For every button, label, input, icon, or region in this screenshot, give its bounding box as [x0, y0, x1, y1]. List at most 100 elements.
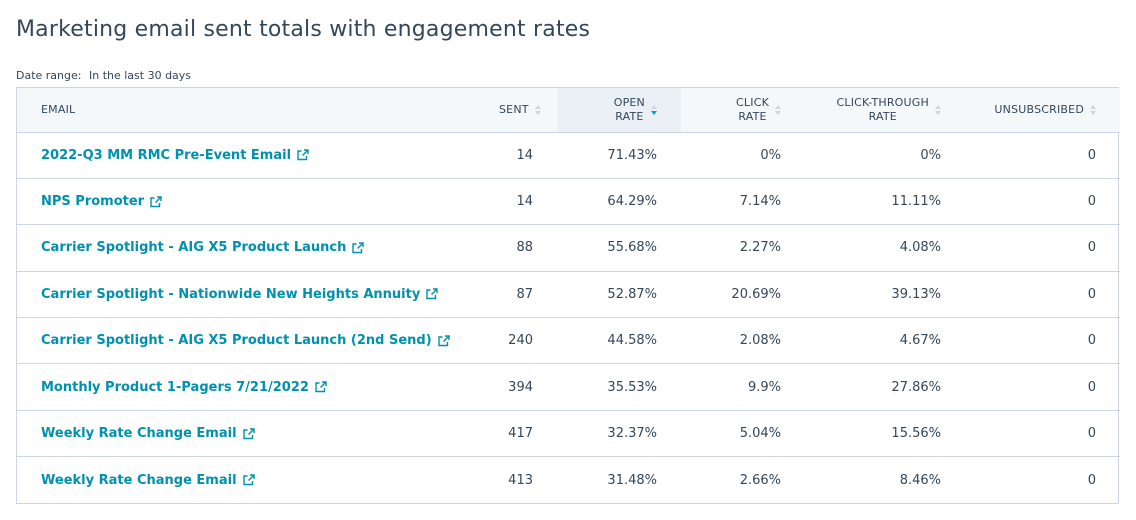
column-header-sent[interactable]: SENT — [475, 88, 557, 133]
email-table: EMAIL SENT OPEN RATE — [16, 87, 1120, 505]
cell-email: NPS Promoter — [17, 178, 475, 224]
email-link[interactable]: Weekly Rate Change Email — [41, 473, 255, 488]
column-header-click-rate-label-2: RATE — [738, 109, 767, 123]
email-name: Carrier Spotlight - AIG X5 Product Launc… — [41, 333, 432, 349]
external-link-icon[interactable] — [426, 288, 439, 300]
cell-sent: 88 — [516, 240, 533, 256]
cell-open-rate: 71.43% — [607, 147, 657, 163]
table-row: Weekly Rate Change Email 417 32.37% 5.04% 15… — [17, 410, 1120, 457]
column-header-click-rate[interactable]: CLICK RATE — [681, 88, 805, 133]
cell-open-rate: 64.29% — [607, 194, 657, 210]
cell-click-through-rate: 11.11% — [891, 194, 941, 210]
email-link[interactable]: NPS Promoter — [41, 194, 162, 209]
cell-email: Carrier Spotlight - AIG X5 Product Launc… — [17, 318, 475, 364]
cell-sent: 417 — [508, 426, 533, 442]
table-row: Weekly Rate Change Email 413 31.48% 2.66% 8.… — [17, 457, 1120, 503]
email-name: NPS Promoter — [41, 194, 145, 210]
cell-click-through-rate: 15.56% — [891, 426, 941, 442]
cell-click-through-rate: 27.86% — [891, 379, 941, 395]
cell-click-rate: 2.08% — [739, 333, 781, 349]
cell-click-rate: 9.9% — [747, 379, 781, 395]
column-header-unsubscribed-label: UNSUBSCRIBED — [994, 102, 1084, 116]
cell-open-rate: 55.68% — [607, 240, 657, 256]
column-header-email: EMAIL — [17, 88, 475, 133]
column-header-sent-label: SENT — [499, 102, 529, 116]
email-name: Monthly Product 1-Pagers 7/21/2022 — [41, 379, 309, 395]
email-name: Weekly Rate Change Email — [41, 472, 237, 488]
cell-click-rate: 2.66% — [739, 472, 781, 488]
external-link-icon[interactable] — [242, 427, 255, 440]
table-row: 2022-Q3 MM RMC Pre-Event Email 14 71.43% 0%… — [17, 132, 1120, 179]
table-row: NPS Promoter 14 64.29% 7.14% 11.11% 0 — [17, 178, 1120, 225]
cell-sent: 240 — [508, 333, 533, 349]
cell-unsubscribed: 0 — [1087, 472, 1096, 488]
column-header-click-through-rate[interactable]: CLICK-THROUGH RATE — [805, 88, 965, 133]
sort-icon[interactable] — [1090, 104, 1096, 115]
column-header-email-label: EMAIL — [41, 102, 76, 116]
email-name: Carrier Spotlight - Nationwide New Heigh… — [41, 286, 421, 302]
external-link-icon[interactable] — [315, 381, 327, 393]
cell-sent: 14 — [516, 147, 533, 163]
external-link-icon[interactable] — [242, 474, 255, 486]
table-row: Carrier Spotlight - AIG X5 Product Launc… — [17, 225, 1120, 272]
cell-click-through-rate: 4.08% — [899, 240, 941, 256]
external-link-icon[interactable] — [150, 195, 162, 208]
email-link[interactable]: Weekly Rate Change Email — [41, 426, 255, 441]
column-header-open-rate-label-2: RATE — [615, 109, 644, 123]
cell-email: 2022-Q3 MM RMC Pre-Event Email — [17, 132, 475, 178]
cell-email: Weekly Rate Change Email — [17, 457, 475, 503]
column-header-open-rate[interactable]: OPEN RATE — [557, 88, 681, 133]
cell-click-rate: 20.69% — [731, 286, 781, 302]
cell-unsubscribed: 0 — [1087, 194, 1096, 210]
column-header-open-rate-label-1: OPEN — [613, 95, 645, 109]
cell-sent: 394 — [508, 379, 533, 395]
sort-icon[interactable] — [935, 104, 941, 115]
cell-email: Weekly Rate Change Email — [17, 410, 475, 456]
cell-open-rate: 35.53% — [607, 379, 657, 395]
cell-email: Carrier Spotlight - AIG X5 Product Launc… — [17, 225, 475, 271]
date-range: Date range: In the last 30 days — [16, 69, 191, 82]
cell-click-rate: 5.04% — [739, 426, 781, 442]
email-name: Carrier Spotlight - AIG X5 Product Launc… — [41, 240, 347, 256]
cell-unsubscribed: 0 — [1087, 379, 1096, 395]
column-header-click-rate-label-1: CLICK — [736, 95, 769, 109]
cell-open-rate: 44.58% — [607, 333, 657, 349]
table-row: Monthly Product 1-Pagers 7/21/2022 394 35.… — [17, 364, 1120, 411]
cell-click-rate: 7.14% — [739, 194, 781, 210]
cell-sent: 14 — [516, 194, 533, 210]
cell-open-rate: 32.37% — [607, 426, 657, 442]
cell-click-rate: 0% — [760, 147, 781, 163]
table-header-row: EMAIL SENT OPEN RATE — [17, 88, 1120, 133]
email-link[interactable]: Carrier Spotlight - Nationwide New Heigh… — [41, 286, 439, 302]
cell-unsubscribed: 0 — [1087, 240, 1096, 256]
cell-sent: 413 — [508, 472, 533, 488]
cell-unsubscribed: 0 — [1087, 286, 1096, 302]
external-link-icon[interactable] — [437, 335, 450, 347]
email-link[interactable]: Monthly Product 1-Pagers 7/21/2022 — [41, 380, 327, 395]
column-header-ctr-label-1: CLICK-THROUGH — [836, 95, 929, 109]
email-name: 2022-Q3 MM RMC Pre-Event Email — [41, 147, 292, 163]
date-range-value: In the last 30 days — [88, 69, 192, 82]
cell-email: Monthly Product 1-Pagers 7/21/2022 — [17, 364, 475, 410]
email-link[interactable]: Carrier Spotlight - AIG X5 Product Launc… — [41, 240, 365, 256]
column-header-unsubscribed[interactable]: UNSUBSCRIBED — [965, 88, 1120, 133]
sort-descending-icon[interactable] — [651, 104, 657, 115]
cell-click-through-rate: 39.13% — [891, 286, 941, 302]
cell-click-through-rate: 8.46% — [899, 472, 941, 488]
external-link-icon[interactable] — [297, 149, 309, 161]
column-header-ctr-label-2: RATE — [868, 109, 897, 123]
sort-icon[interactable] — [775, 104, 781, 115]
table-row: Carrier Spotlight - AIG X5 Product Launc… — [17, 318, 1120, 364]
email-link[interactable]: 2022-Q3 MM RMC Pre-Event Email — [41, 148, 309, 163]
cell-open-rate: 31.48% — [607, 472, 657, 488]
cell-unsubscribed: 0 — [1087, 426, 1096, 442]
cell-click-rate: 2.27% — [739, 240, 781, 256]
cell-email: Carrier Spotlight - Nationwide New Heigh… — [17, 271, 475, 317]
email-link[interactable]: Carrier Spotlight - AIG X5 Product Launc… — [41, 333, 450, 348]
sort-icon[interactable] — [534, 104, 541, 115]
cell-click-through-rate: 4.67% — [899, 333, 941, 349]
email-name: Weekly Rate Change Email — [41, 426, 237, 442]
cell-click-through-rate: 0% — [920, 147, 941, 163]
external-link-icon[interactable] — [352, 242, 365, 254]
